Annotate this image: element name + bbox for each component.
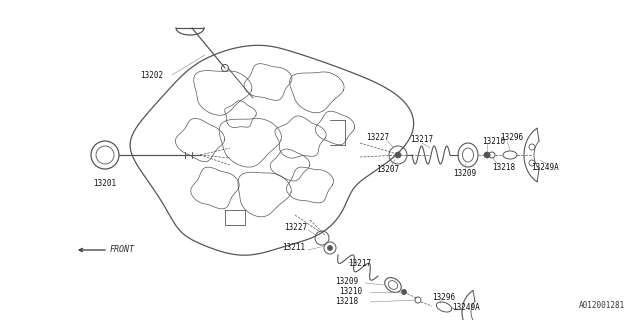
Text: 13227: 13227 [284, 223, 307, 233]
Text: 13218: 13218 [335, 298, 358, 307]
Text: 13249A: 13249A [452, 303, 480, 313]
Text: 13207: 13207 [376, 165, 399, 174]
Text: 13217: 13217 [410, 135, 433, 145]
Text: 13210: 13210 [482, 138, 505, 147]
Text: A012001281: A012001281 [579, 301, 625, 310]
Text: 13210: 13210 [339, 287, 362, 297]
Circle shape [484, 152, 490, 158]
Circle shape [328, 245, 333, 251]
Circle shape [395, 152, 401, 158]
Text: 13201: 13201 [93, 179, 116, 188]
Text: FRONT: FRONT [110, 245, 135, 254]
Text: 13296: 13296 [500, 133, 523, 142]
Text: 13218: 13218 [492, 164, 515, 172]
Text: 13209: 13209 [335, 277, 358, 286]
Text: 13217: 13217 [348, 259, 371, 268]
Text: 13249A: 13249A [531, 164, 559, 172]
Text: 13296: 13296 [432, 293, 455, 302]
Text: 13211: 13211 [282, 244, 305, 252]
Text: 13202: 13202 [140, 70, 163, 79]
Text: 13227: 13227 [367, 133, 390, 142]
Circle shape [401, 290, 406, 294]
Text: 13209: 13209 [453, 169, 477, 178]
